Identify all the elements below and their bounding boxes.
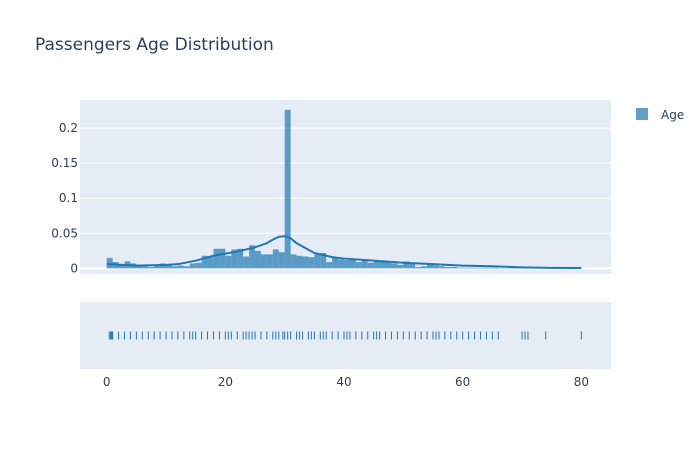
histogram-bars — [106, 109, 582, 269]
histogram-bar[interactable] — [361, 259, 368, 269]
histogram-bar[interactable] — [462, 267, 469, 269]
x-axis-tick-labels: 0 20 40 60 80 — [103, 375, 589, 389]
y-tick-label: 0.1 — [59, 191, 78, 205]
histogram-bar[interactable] — [456, 267, 463, 269]
histogram-bar[interactable] — [349, 258, 356, 269]
histogram-bar[interactable] — [284, 109, 291, 269]
histogram-bar[interactable] — [427, 264, 434, 269]
histogram-bar[interactable] — [421, 266, 428, 269]
histogram-bar[interactable] — [450, 266, 457, 269]
histogram-bar[interactable] — [278, 252, 285, 269]
x-tick-label: 80 — [574, 375, 589, 389]
histogram-bar[interactable] — [249, 245, 256, 269]
histogram-bar[interactable] — [166, 265, 172, 269]
histogram-bar[interactable] — [468, 267, 475, 269]
histogram-bar[interactable] — [290, 254, 297, 269]
rug-marks — [108, 331, 582, 340]
histogram-bar[interactable] — [344, 259, 350, 269]
histogram-bar[interactable] — [433, 265, 439, 269]
histogram-bar[interactable] — [379, 262, 386, 269]
histogram-bar[interactable] — [403, 261, 410, 269]
histogram-bar[interactable] — [338, 259, 345, 269]
y-tick-label: 0 — [70, 261, 78, 275]
histogram-bar[interactable] — [438, 266, 445, 269]
histogram-bar[interactable] — [320, 252, 327, 269]
histogram-bar[interactable] — [106, 257, 113, 269]
histogram-bar[interactable] — [118, 264, 125, 269]
x-tick-label: 60 — [455, 375, 470, 389]
y-tick-label: 0.15 — [51, 156, 78, 170]
histogram-bar[interactable] — [272, 249, 279, 269]
histogram-bar[interactable] — [296, 255, 303, 269]
histogram-bar[interactable] — [136, 264, 143, 269]
histogram-bar[interactable] — [266, 254, 273, 269]
histogram-bar[interactable] — [207, 257, 214, 269]
histogram-bar[interactable] — [195, 262, 202, 269]
histogram-bar[interactable] — [260, 254, 267, 269]
histogram-bar[interactable] — [314, 254, 321, 269]
histogram-plot-area — [80, 100, 611, 274]
density-curve — [106, 235, 582, 270]
histogram-bar[interactable] — [189, 263, 196, 269]
histogram-bar[interactable] — [237, 248, 244, 269]
histogram-bar[interactable] — [219, 248, 226, 269]
histogram-bar[interactable] — [213, 248, 220, 269]
histogram-bar[interactable] — [171, 266, 178, 269]
legend[interactable]: Age — [636, 108, 684, 122]
histogram-bar[interactable] — [397, 264, 404, 269]
y-axis-tick-labels: 0 0.05 0.1 0.15 0.2 — [51, 121, 78, 275]
y-tick-label: 0.05 — [51, 226, 78, 240]
legend-swatch-age[interactable] — [636, 108, 648, 120]
histogram-bar[interactable] — [415, 266, 422, 269]
histogram-bar[interactable] — [355, 262, 362, 269]
histogram-bar[interactable] — [373, 259, 380, 269]
histogram-bar[interactable] — [142, 266, 149, 269]
histogram-bar[interactable] — [243, 256, 250, 269]
x-tick-label: 40 — [336, 375, 351, 389]
histogram-bar[interactable] — [326, 262, 333, 269]
histogram-bar[interactable] — [183, 266, 190, 269]
histogram-bar[interactable] — [332, 257, 339, 269]
histogram-bar[interactable] — [231, 249, 238, 269]
histogram-bar[interactable] — [177, 265, 184, 269]
histogram-bar[interactable] — [201, 255, 208, 269]
histogram-bar[interactable] — [444, 266, 451, 269]
x-tick-label: 20 — [218, 375, 233, 389]
histogram-bar[interactable] — [255, 250, 261, 269]
histogram-bar[interactable] — [148, 266, 155, 269]
chart-title: Passengers Age Distribution — [35, 35, 274, 55]
histogram-bar[interactable] — [385, 262, 392, 269]
histogram-bar[interactable] — [486, 267, 493, 269]
histogram-bar[interactable] — [474, 267, 481, 269]
histogram-bar[interactable] — [409, 263, 416, 269]
histogram-bar[interactable] — [308, 257, 315, 269]
histogram-bar[interactable] — [225, 255, 232, 269]
histogram-bar[interactable] — [391, 263, 398, 269]
histogram-bar[interactable] — [367, 262, 374, 269]
y-tick-label: 0.2 — [59, 121, 78, 135]
histogram-bar[interactable] — [492, 267, 499, 269]
histogram-bar[interactable] — [302, 256, 309, 269]
x-tick-label: 0 — [103, 375, 111, 389]
histogram-bar[interactable] — [154, 265, 161, 269]
legend-label-age[interactable]: Age — [661, 108, 684, 122]
histogram-bar[interactable] — [480, 267, 487, 269]
